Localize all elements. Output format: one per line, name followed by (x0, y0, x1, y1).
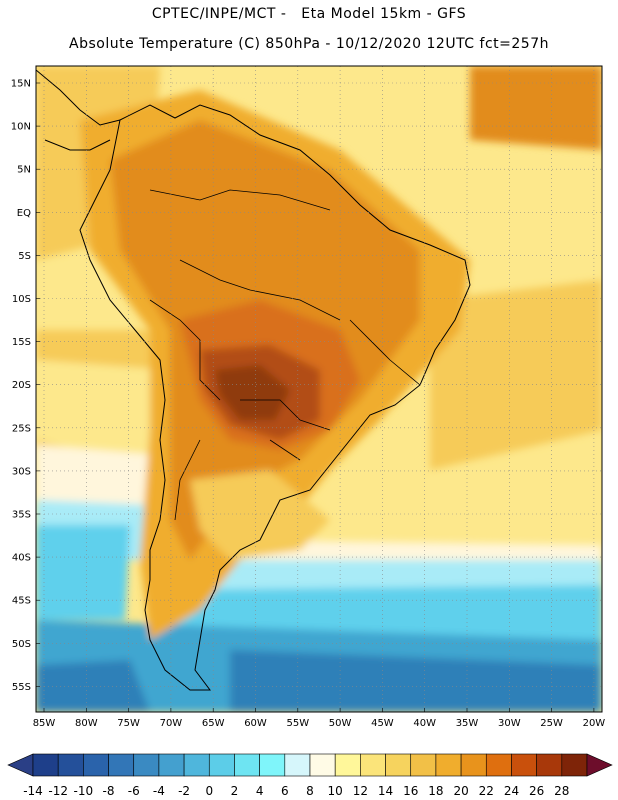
lon-label: 65W (202, 718, 225, 729)
central-america-coast (36, 69, 121, 151)
colorbar-swatch (208, 753, 235, 777)
subtropical-yellow-band (36, 360, 170, 470)
colorbar-swatch (133, 753, 160, 777)
pale-band (36, 445, 602, 590)
lon-label: 20W (583, 718, 606, 729)
colorbar-under-arrow (7, 753, 34, 777)
colorbar-label: -6 (128, 784, 140, 798)
colorbar-swatch (83, 753, 109, 777)
lon-label: 80W (75, 718, 98, 729)
colorbar-label: -14 (23, 784, 43, 798)
lat-label: 5N (17, 165, 31, 176)
colorbar-swatch (158, 753, 185, 777)
colorbar-swatch (511, 753, 537, 777)
colorbar-label: 20 (453, 784, 468, 798)
colorbar-swatch (32, 753, 59, 777)
lat-label: 35S (12, 510, 31, 521)
colorbar-swatch (385, 753, 412, 777)
country-borders (149, 189, 421, 521)
lat-label: 20S (12, 380, 31, 391)
colorbar-label: 16 (403, 784, 418, 798)
colorbar-swatch (309, 753, 336, 777)
colorbar-label: 14 (378, 784, 393, 798)
colorbar-label: -12 (48, 784, 68, 798)
lat-label: 50S (12, 639, 31, 650)
colorbar-label: 8 (306, 784, 314, 798)
lon-label: 45W (371, 718, 394, 729)
colorbar-label: 24 (504, 784, 519, 798)
colorbar-swatch (183, 753, 210, 777)
colorbar-swatch (561, 753, 588, 777)
colorbar-label: -2 (178, 784, 190, 798)
map-frame (35, 65, 603, 713)
colorbar-label: 4 (256, 784, 264, 798)
lon-label: 50W (329, 718, 352, 729)
colorbar-label: 28 (554, 784, 569, 798)
coastlines (36, 69, 471, 691)
longitude-labels: 85W 80W 75W 70W 65W 60W 55W 50W 45W 40W 35W 30W 25W 2… (33, 718, 606, 729)
colorbar-swatch (435, 753, 462, 777)
lat-label: 15S (12, 337, 31, 348)
lon-label: 55W (286, 718, 309, 729)
north-atlantic-warm (470, 66, 602, 150)
hottest-core (215, 365, 290, 420)
lon-label: 70W (160, 718, 183, 729)
lat-label: 5S (18, 251, 31, 262)
colorbar-swatch (485, 753, 512, 777)
colorbar-swatch (334, 753, 361, 777)
colorbar-label: 22 (479, 784, 494, 798)
colorbar-label: 18 (428, 784, 443, 798)
colorbar-label: 26 (529, 784, 544, 798)
temperature-field (36, 66, 602, 712)
colorbar-swatch (360, 753, 386, 777)
lat-label: 30S (12, 466, 31, 477)
colorbar-swatch (536, 753, 563, 777)
colorbar-over-arrow (586, 753, 613, 777)
colorbar-swatch (108, 753, 135, 777)
colorbar-swatch (234, 753, 260, 777)
lat-label: EQ (17, 208, 31, 219)
lat-label: 25S (12, 423, 31, 434)
colorbar (7, 753, 613, 777)
map-grid (36, 66, 602, 712)
title-line-1: CPTEC/INPE/MCT - Eta Model 15km - GFS (151, 6, 467, 22)
lon-label: 60W (244, 718, 267, 729)
colorbar-swatch (57, 753, 84, 777)
lon-label: 85W (33, 718, 56, 729)
colorbar-swatch (284, 753, 311, 777)
latitude-labels: 15N 10N 5N EQ 5S 10S 15S 20S 25S 30S 35S 40S 45S 50S 5… (11, 79, 31, 693)
lat-label: 10S (12, 294, 31, 305)
lon-label: 40W (413, 718, 436, 729)
argentina-orange (190, 470, 330, 560)
colorbar-label: -8 (103, 784, 115, 798)
colorbar-swatch (259, 753, 286, 777)
colorbar-label: -10 (74, 784, 94, 798)
lon-label: 75W (117, 718, 140, 729)
colorbar-label: -4 (153, 784, 165, 798)
lat-label: 55S (12, 682, 31, 693)
colorbar-label: 2 (231, 784, 239, 798)
colorbar-label: 12 (353, 784, 368, 798)
south-america-coast (79, 104, 471, 691)
lat-label: 45S (12, 596, 31, 607)
title-line-2: Absolute Temperature (C) 850hPa - 10/12/… (69, 36, 549, 52)
lon-label: 30W (498, 718, 521, 729)
colorbar-label: 10 (328, 784, 343, 798)
colorbar-swatch (410, 753, 437, 777)
colorbar-swatch (460, 753, 487, 777)
lon-label: 35W (456, 718, 479, 729)
colorbar-label: 6 (281, 784, 289, 798)
light-cyan-band (36, 500, 602, 605)
lat-label: 15N (11, 79, 31, 90)
deep-blue-band (36, 650, 600, 712)
lat-label: 40S (12, 553, 31, 564)
colorbar-label: 0 (205, 784, 213, 798)
lon-label: 25W (540, 718, 563, 729)
colorbar-labels: -14 -12 -10 -8 -6 -4 -2 0 2 4 6 8 10 12 14 16 18 20 22 24 26… (23, 784, 569, 798)
lat-label: 10N (11, 122, 31, 133)
